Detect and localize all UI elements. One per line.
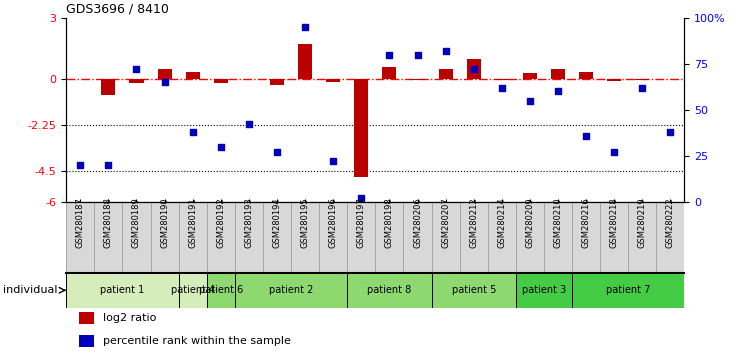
Point xyxy=(215,144,227,149)
Point xyxy=(243,122,255,127)
Bar xyxy=(467,59,481,79)
Point xyxy=(439,48,451,54)
Bar xyxy=(431,273,516,308)
Text: patient 3: patient 3 xyxy=(522,285,566,295)
Bar xyxy=(213,79,228,83)
Bar xyxy=(495,79,509,80)
Bar xyxy=(354,79,368,177)
Point xyxy=(355,195,367,201)
Point xyxy=(74,162,86,168)
Point xyxy=(552,88,564,94)
Point xyxy=(609,149,620,155)
Text: patient 8: patient 8 xyxy=(367,285,411,295)
Bar xyxy=(130,79,144,83)
Point xyxy=(580,133,592,138)
Point xyxy=(130,67,142,72)
Point xyxy=(159,79,171,85)
Point xyxy=(383,52,395,57)
Bar xyxy=(572,273,684,308)
Bar xyxy=(102,79,116,96)
Point xyxy=(496,85,508,91)
Text: patient 1: patient 1 xyxy=(100,285,144,295)
Bar xyxy=(326,79,340,82)
Point xyxy=(271,149,283,155)
Bar xyxy=(270,79,284,85)
Bar xyxy=(439,69,453,79)
Text: individual: individual xyxy=(3,285,58,295)
Point xyxy=(468,67,480,72)
Point xyxy=(665,129,676,135)
Bar xyxy=(179,273,207,308)
Bar xyxy=(207,273,235,308)
Bar xyxy=(516,273,572,308)
Text: percentile rank within the sample: percentile rank within the sample xyxy=(103,336,291,346)
Point xyxy=(328,159,339,164)
Point xyxy=(187,129,199,135)
Text: patient 4: patient 4 xyxy=(171,285,215,295)
Bar xyxy=(158,69,171,79)
Text: patient 2: patient 2 xyxy=(269,285,314,295)
Point xyxy=(411,52,423,57)
Bar xyxy=(347,273,431,308)
Text: patient 5: patient 5 xyxy=(451,285,496,295)
Text: log2 ratio: log2 ratio xyxy=(103,313,157,323)
Bar xyxy=(383,67,397,79)
Point xyxy=(102,162,114,168)
Bar xyxy=(635,79,649,80)
Bar xyxy=(523,73,537,79)
Text: GDS3696 / 8410: GDS3696 / 8410 xyxy=(66,2,169,15)
Bar xyxy=(579,72,593,79)
Text: patient 6: patient 6 xyxy=(199,285,243,295)
Point xyxy=(637,85,648,91)
Bar xyxy=(66,273,179,308)
Point xyxy=(300,24,311,30)
Bar xyxy=(235,273,347,308)
Bar xyxy=(185,72,199,79)
Bar xyxy=(79,335,94,347)
Text: patient 7: patient 7 xyxy=(606,285,651,295)
Bar xyxy=(298,44,312,79)
Bar xyxy=(607,79,621,81)
Bar xyxy=(411,79,425,80)
Bar xyxy=(79,312,94,324)
Bar xyxy=(551,69,565,79)
Point xyxy=(524,98,536,103)
